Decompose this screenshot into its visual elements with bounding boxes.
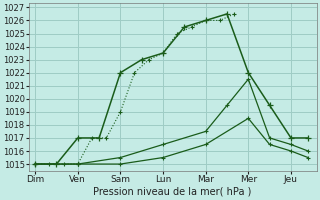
X-axis label: Pression niveau de la mer( hPa ): Pression niveau de la mer( hPa ): [93, 187, 252, 197]
